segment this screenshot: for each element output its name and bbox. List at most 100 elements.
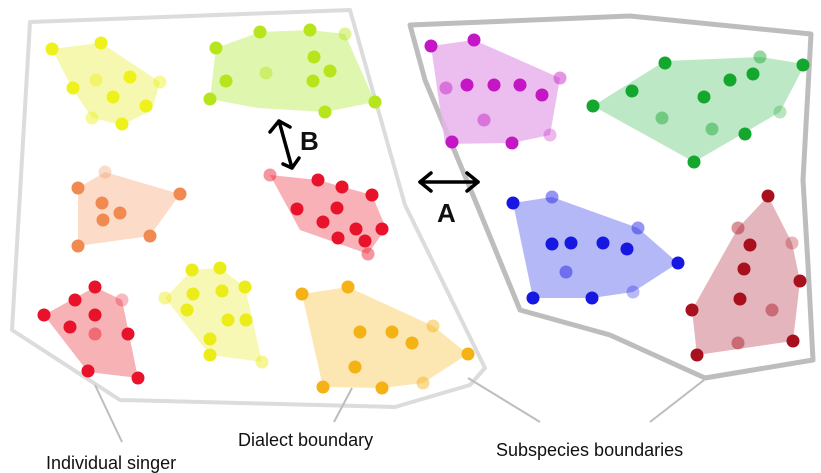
individual-singer-dot (95, 196, 109, 210)
individual-singer-dot (88, 280, 102, 294)
individual-singer-dot (487, 78, 501, 92)
singer-group-lime-top-center (203, 23, 382, 119)
individual-singer-dot (143, 229, 157, 243)
individual-singer-dot (180, 303, 194, 317)
subspecies-boundary-left (10, 8, 487, 409)
arrow-b-label: B (300, 126, 319, 156)
individual-singer-dot (658, 56, 672, 70)
arrow-b (268, 119, 301, 170)
individual-singer-dot (85, 111, 99, 125)
subspecies-boundary-right (407, 13, 816, 381)
individual-singer-dot (785, 236, 799, 250)
individual-singer-dot (316, 215, 330, 229)
individual-singer-dot (753, 50, 767, 64)
individual-singer-dot (765, 303, 779, 317)
leader-line-singer (94, 384, 123, 443)
individual-singer-dot (306, 74, 320, 88)
individual-singer-dot (631, 221, 645, 235)
individual-singer-dot (239, 313, 253, 327)
leader-line-subspecies-left (467, 377, 541, 423)
individual-singer-dot (318, 105, 332, 119)
individual-singer-dot (685, 303, 699, 317)
individual-singer-dot (416, 376, 430, 390)
individual-singer-dot (526, 291, 540, 305)
individual-singer-dot (81, 364, 95, 378)
individual-singer-dot (290, 202, 304, 216)
individual-singer-dot (139, 99, 153, 113)
individual-singer-dot (37, 308, 51, 322)
individual-singer-dot (467, 33, 481, 47)
individual-singer-dot (303, 23, 317, 37)
individual-singer-dot (506, 196, 520, 210)
individual-singer-dot (98, 165, 112, 179)
individual-singer-dot (705, 122, 719, 136)
individual-singer-dot (307, 50, 321, 64)
individual-singer-dot (203, 348, 217, 362)
singer-group-peach-mid-left (71, 165, 187, 253)
individual-singer-dot (596, 236, 610, 250)
individual-singer-dot (405, 336, 419, 350)
individual-singer-dot (238, 280, 252, 294)
individual-singer-dot (545, 190, 559, 204)
individual-singer-dot (158, 291, 172, 305)
individual-singer-dot (253, 25, 267, 39)
dialect-area-peach-mid-left (78, 172, 180, 246)
individual-singer-dot (88, 327, 102, 341)
individual-singer-dot (439, 81, 453, 95)
individual-singer-dot (353, 325, 367, 339)
individual-singer-dot (115, 117, 129, 131)
individual-singer-dot (113, 206, 127, 220)
individual-singer-dot (385, 325, 399, 339)
individual-singer-dot (731, 336, 745, 350)
singer-group-yellow-top-left (45, 36, 167, 131)
individual-singer-dot (121, 327, 135, 341)
individual-singer-dot (213, 261, 227, 275)
individual-singer-dot (123, 70, 137, 84)
singer-group-green-top-right (586, 50, 810, 169)
individual-singer-dot (687, 155, 701, 169)
individual-singer-dot (424, 39, 438, 53)
dialect-area-green-top-right (593, 57, 805, 162)
dialect-area-lime-top-center (210, 30, 375, 112)
individual-singer-dot (585, 291, 599, 305)
individual-singer-dot (743, 238, 757, 252)
individual-singer-dot (338, 27, 352, 41)
individual-singer-dot (311, 173, 325, 187)
individual-singer-dot (535, 88, 549, 102)
individual-singer-dot (738, 127, 752, 141)
singer-group-gold-bottom-center (295, 280, 475, 395)
individual-singer-dot (513, 78, 527, 92)
individual-singer-dot (349, 222, 363, 236)
individual-singer-dot (625, 84, 639, 98)
individual-singer-dot (186, 287, 200, 301)
individual-singer-dot (221, 313, 235, 327)
individual-singer-dot (697, 90, 711, 104)
individual-singer-dot (330, 201, 344, 215)
individual-singer-dot (89, 73, 103, 87)
individual-singer-dot (94, 36, 108, 50)
individual-singer-dot (461, 347, 475, 361)
individual-singer-dot (358, 234, 372, 248)
individual-singer-dot (671, 256, 685, 270)
individual-singer-dot (746, 67, 760, 81)
dialect-area-blue-bottom-right (513, 197, 678, 298)
individual-singer-dot (723, 73, 737, 87)
individual-singer-dot (131, 371, 145, 385)
individual-singer-dot (96, 213, 110, 227)
individual-singer-dot (620, 242, 634, 256)
singer-group-magenta-top-right (424, 33, 567, 150)
dialect-area-crimson-bottom-right (692, 196, 800, 355)
individual-singer-dot (255, 355, 269, 369)
individual-singer-dot (348, 360, 362, 374)
individual-singer-dot (45, 42, 59, 56)
individual-singer-dot (259, 66, 273, 80)
individual-singer-dot (737, 262, 751, 276)
individual-singer-dot (71, 239, 85, 253)
individual-singer-dot (564, 236, 578, 250)
individual-singer-dot (263, 168, 277, 182)
individual-singer-dot (335, 180, 349, 194)
singer-group-yellow-bottom-center (158, 261, 269, 369)
leader-line-subspecies-right (649, 379, 705, 423)
arrow-a (418, 171, 480, 193)
